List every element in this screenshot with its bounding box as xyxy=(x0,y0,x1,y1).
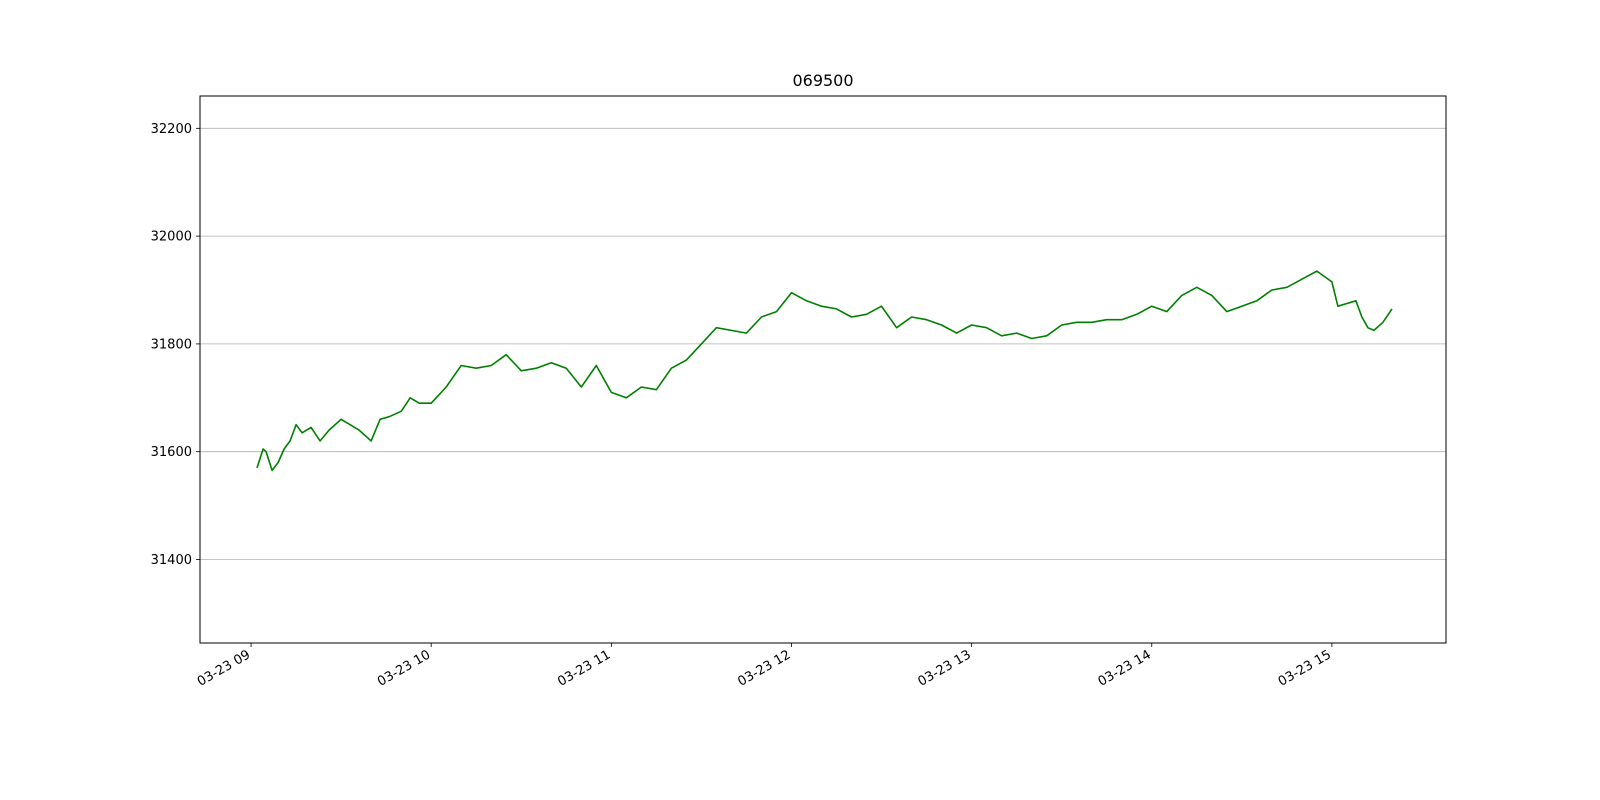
y-tick-label: 31800 xyxy=(151,337,192,352)
plot-frame xyxy=(199,95,1447,644)
series-layer xyxy=(256,270,1393,472)
y-tick-label: 32000 xyxy=(151,230,192,245)
chart-title: 069500 xyxy=(792,71,853,90)
y-axis: 31400 31600 31800 32000 32200 xyxy=(151,122,200,568)
series-line-0 xyxy=(256,270,1393,472)
grid-lines xyxy=(200,127,1446,560)
y-tick-label: 31600 xyxy=(151,445,192,460)
y-tick-label: 32200 xyxy=(151,122,192,137)
y-tick-label: 31400 xyxy=(151,553,192,568)
